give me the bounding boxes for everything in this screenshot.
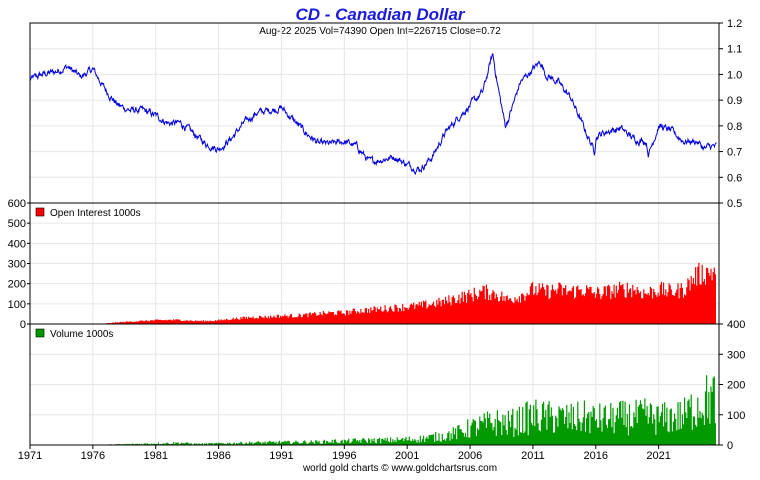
grid-layer bbox=[29, 22, 719, 446]
x-tick-label: 2021 bbox=[646, 450, 670, 462]
y-tick-label: 0.8 bbox=[727, 121, 742, 133]
y-tick-label: 0.7 bbox=[727, 147, 742, 159]
legend-swatch bbox=[35, 207, 45, 217]
x-tick-label: 1991 bbox=[269, 450, 293, 462]
y-tick-label: 100 bbox=[727, 410, 745, 422]
x-tick-label: 2011 bbox=[521, 450, 545, 462]
y-tick-label: 600 bbox=[8, 198, 26, 210]
y-tick-label: 400 bbox=[8, 238, 26, 250]
panel-frame-price bbox=[29, 22, 720, 204]
legend-label: Open Interest 1000s bbox=[50, 208, 141, 219]
y-tick-label: 0 bbox=[20, 319, 26, 331]
x-tick-label: 2001 bbox=[395, 450, 419, 462]
y-tick-label: 200 bbox=[8, 279, 26, 291]
y-tick-label: 400 bbox=[727, 319, 745, 331]
y-tick-label: 1.0 bbox=[727, 69, 742, 81]
y-tick-label: 500 bbox=[8, 218, 26, 230]
y-tick-label: 1.2 bbox=[727, 18, 742, 30]
y-tick-label: 300 bbox=[727, 349, 745, 361]
y-tick-label: 0.5 bbox=[727, 198, 742, 210]
axis-layer: 0.5 0.6 0.7 0.8 0.9 1.0 1.1 1.2 0 100 200 300 400 500… bbox=[8, 18, 746, 462]
y-tick-label: 100 bbox=[8, 299, 26, 311]
volume-bars bbox=[104, 375, 716, 445]
chart-footer: world gold charts © www.goldchartsrus.co… bbox=[302, 463, 497, 474]
x-tick-label: 1976 bbox=[81, 450, 105, 462]
legend-label: Volume 1000s bbox=[50, 329, 113, 340]
x-tick-label: 1971 bbox=[18, 450, 42, 462]
price-line bbox=[29, 53, 717, 176]
chart-subtitle: Aug-22 2025 Vol=74390 Open Int=226715 Cl… bbox=[259, 26, 501, 37]
legend-swatch bbox=[35, 328, 45, 338]
open_interest-bars bbox=[104, 262, 716, 324]
frame-layer bbox=[29, 22, 720, 446]
chart-title: CD - Canadian Dollar bbox=[295, 5, 465, 24]
x-tick-label: 2006 bbox=[458, 450, 482, 462]
y-tick-label: 200 bbox=[727, 380, 745, 392]
data-layer bbox=[29, 53, 717, 445]
y-tick-label: 1.1 bbox=[727, 44, 742, 56]
x-tick-label: 1986 bbox=[206, 450, 230, 462]
y-tick-label: 0.6 bbox=[727, 172, 742, 184]
x-tick-label: 1981 bbox=[143, 450, 167, 462]
y-tick-label: 0 bbox=[727, 440, 733, 452]
x-tick-label: 2016 bbox=[584, 450, 608, 462]
x-tick-label: 1996 bbox=[332, 450, 356, 462]
y-tick-label: 0.9 bbox=[727, 95, 742, 107]
y-tick-label: 300 bbox=[8, 259, 26, 271]
